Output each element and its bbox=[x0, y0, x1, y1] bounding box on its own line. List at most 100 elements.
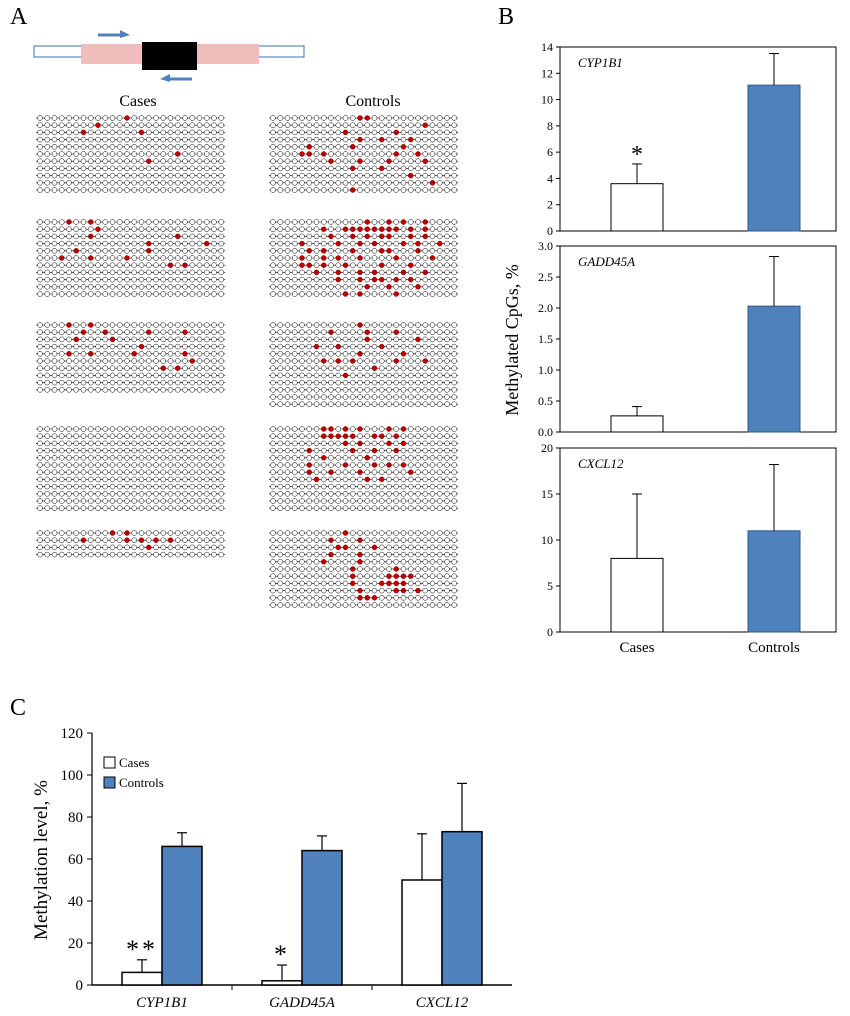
unmethylated-cpg bbox=[124, 544, 130, 551]
unmethylated-cpg bbox=[379, 129, 385, 136]
unmethylated-cpg bbox=[306, 573, 312, 579]
unmethylated-cpg bbox=[451, 248, 457, 254]
unmethylated-cpg bbox=[204, 469, 210, 475]
unmethylated-cpg bbox=[270, 248, 276, 254]
unmethylated-cpg bbox=[80, 226, 87, 232]
unmethylated-cpg bbox=[437, 336, 443, 343]
unmethylated-cpg bbox=[393, 455, 399, 461]
methylated-cpg bbox=[386, 248, 392, 254]
unmethylated-cpg bbox=[364, 530, 370, 536]
unmethylated-cpg bbox=[189, 498, 195, 504]
unmethylated-cpg bbox=[277, 358, 283, 364]
unmethylated-cpg bbox=[131, 284, 137, 290]
unmethylated-cpg bbox=[400, 566, 407, 572]
unmethylated-cpg bbox=[153, 180, 159, 186]
unmethylated-cpg bbox=[350, 115, 356, 121]
unmethylated-cpg bbox=[342, 144, 349, 150]
unmethylated-cpg bbox=[313, 426, 320, 432]
unmethylated-cpg bbox=[422, 129, 428, 136]
unmethylated-cpg bbox=[335, 483, 341, 490]
unmethylated-cpg bbox=[444, 351, 450, 357]
unmethylated-cpg bbox=[59, 358, 65, 364]
unmethylated-cpg bbox=[386, 433, 392, 439]
unmethylated-cpg bbox=[160, 233, 166, 240]
methylated-cpg bbox=[299, 255, 305, 261]
unmethylated-cpg bbox=[342, 172, 349, 179]
unmethylated-cpg bbox=[59, 219, 65, 225]
cases-clone-row bbox=[36, 262, 226, 268]
unmethylated-cpg bbox=[196, 187, 203, 193]
error-bar bbox=[632, 163, 642, 184]
unmethylated-cpg bbox=[51, 469, 58, 475]
unmethylated-cpg bbox=[44, 491, 50, 497]
methylated-cpg bbox=[342, 291, 349, 297]
unmethylated-cpg bbox=[51, 219, 58, 225]
unmethylated-cpg bbox=[204, 322, 210, 328]
unmethylated-cpg bbox=[429, 358, 436, 364]
unmethylated-cpg bbox=[131, 537, 137, 543]
unmethylated-cpg bbox=[182, 440, 188, 447]
unmethylated-cpg bbox=[429, 276, 436, 283]
unmethylated-cpg bbox=[415, 537, 421, 543]
unmethylated-cpg bbox=[153, 129, 159, 136]
controls-clone-row bbox=[269, 180, 459, 186]
unmethylated-cpg bbox=[277, 469, 283, 475]
unmethylated-cpg bbox=[335, 187, 341, 193]
unmethylated-cpg bbox=[306, 226, 312, 232]
unmethylated-cpg bbox=[437, 165, 443, 172]
unmethylated-cpg bbox=[284, 284, 291, 290]
unmethylated-cpg bbox=[429, 587, 436, 594]
unmethylated-cpg bbox=[328, 240, 334, 247]
unmethylated-cpg bbox=[437, 537, 443, 543]
y-tick-label: 12 bbox=[541, 66, 553, 80]
unmethylated-cpg bbox=[277, 476, 283, 483]
unmethylated-cpg bbox=[117, 379, 123, 386]
unmethylated-cpg bbox=[451, 351, 457, 357]
unmethylated-cpg bbox=[270, 180, 276, 186]
unmethylated-cpg bbox=[88, 440, 94, 447]
unmethylated-cpg bbox=[175, 115, 181, 121]
unmethylated-cpg bbox=[211, 462, 217, 468]
unmethylated-cpg bbox=[277, 462, 283, 468]
unmethylated-cpg bbox=[167, 358, 174, 364]
unmethylated-cpg bbox=[429, 469, 436, 475]
unmethylated-cpg bbox=[415, 262, 421, 268]
bar-cases bbox=[610, 557, 664, 633]
unmethylated-cpg bbox=[379, 240, 385, 247]
unmethylated-cpg bbox=[138, 498, 145, 504]
unmethylated-cpg bbox=[44, 343, 50, 350]
methylated-cpg bbox=[350, 580, 356, 587]
unmethylated-cpg bbox=[357, 433, 363, 439]
unmethylated-cpg bbox=[109, 537, 116, 543]
unmethylated-cpg bbox=[51, 498, 58, 504]
unmethylated-cpg bbox=[284, 151, 291, 157]
unmethylated-cpg bbox=[379, 365, 385, 371]
unmethylated-cpg bbox=[429, 291, 436, 297]
unmethylated-cpg bbox=[204, 379, 210, 386]
methylated-cpg bbox=[386, 233, 392, 240]
unmethylated-cpg bbox=[109, 219, 116, 225]
unmethylated-cpg bbox=[270, 602, 276, 608]
unmethylated-cpg bbox=[124, 165, 130, 172]
unmethylated-cpg bbox=[364, 602, 370, 608]
unmethylated-cpg bbox=[350, 336, 356, 343]
bar-cases bbox=[261, 980, 303, 986]
unmethylated-cpg bbox=[422, 248, 428, 254]
unmethylated-cpg bbox=[37, 455, 43, 461]
unmethylated-cpg bbox=[350, 122, 356, 128]
unmethylated-cpg bbox=[59, 136, 65, 143]
unmethylated-cpg bbox=[167, 544, 174, 551]
unmethylated-cpg bbox=[167, 379, 174, 386]
unmethylated-cpg bbox=[37, 122, 43, 128]
unmethylated-cpg bbox=[211, 336, 217, 343]
unmethylated-cpg bbox=[175, 351, 181, 357]
unmethylated-cpg bbox=[277, 537, 283, 543]
unmethylated-cpg bbox=[182, 462, 188, 468]
methylated-cpg bbox=[342, 426, 349, 432]
unmethylated-cpg bbox=[364, 144, 370, 150]
unmethylated-cpg bbox=[124, 158, 130, 164]
unmethylated-cpg bbox=[189, 544, 195, 551]
unmethylated-cpg bbox=[44, 269, 50, 276]
unmethylated-cpg bbox=[335, 262, 341, 268]
